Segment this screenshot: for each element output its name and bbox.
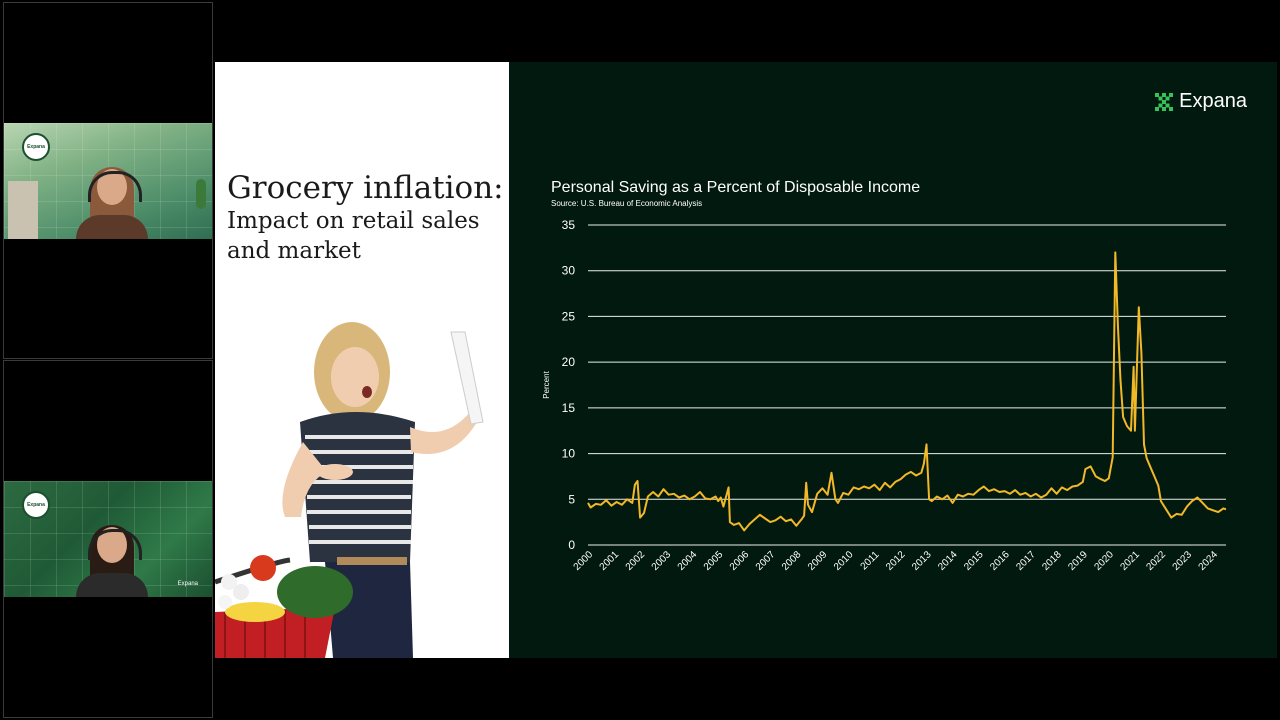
x-tick-label: 2005 — [702, 549, 726, 573]
x-tick-label: 2002 — [624, 549, 648, 573]
x-tick-label: 2003 — [650, 549, 674, 573]
x-tick-label: 2024 — [1197, 549, 1221, 573]
expana-logo: Expana — [1155, 90, 1247, 113]
slide-title-sub-1: Impact on retail sales — [227, 208, 480, 234]
slide-title-sub-2: and market — [227, 238, 361, 264]
x-tick-label: 2021 — [1118, 549, 1142, 573]
participant-video-2[interactable]: Expana Expana — [4, 481, 212, 597]
y-tick-label: 0 — [568, 538, 575, 552]
slide-title: Grocery inflation: Impact on retail sale… — [227, 170, 507, 266]
x-tick-label: 2000 — [572, 549, 596, 573]
x-tick-label: 2019 — [1066, 549, 1090, 573]
x-tick-label: 2014 — [936, 549, 960, 573]
expana-logo-icon — [1155, 92, 1174, 111]
participant-tile-1[interactable]: Expana — [3, 2, 213, 359]
x-tick-label: 2012 — [884, 549, 908, 573]
slide-chart-panel: Expana Personal Saving as a Percent of D… — [509, 62, 1277, 658]
chart-source: Source: U.S. Bureau of Economic Analysis — [551, 199, 703, 208]
x-tick-label: 2020 — [1092, 549, 1116, 573]
shared-slide: Grocery inflation: Impact on retail sale… — [215, 62, 1277, 658]
y-tick-label: 15 — [562, 401, 576, 415]
slide-left-panel: Grocery inflation: Impact on retail sale… — [215, 62, 509, 658]
x-tick-label: 2017 — [1014, 549, 1038, 573]
y-tick-label: 10 — [562, 447, 576, 461]
x-tick-label: 2018 — [1040, 549, 1064, 573]
x-tick-label: 2009 — [806, 549, 830, 573]
y-axis-label: Percent — [542, 370, 551, 398]
x-tick-label: 2016 — [988, 549, 1012, 573]
x-tick-label: 2008 — [780, 549, 804, 573]
x-tick-label: 2004 — [676, 549, 700, 573]
participant-video-1[interactable]: Expana — [4, 123, 212, 239]
shocked-shopper-illustration — [215, 322, 484, 658]
x-tick-label: 2015 — [962, 549, 986, 573]
x-tick-label: 2022 — [1145, 549, 1169, 573]
participant-person-1 — [70, 167, 154, 239]
y-tick-label: 20 — [562, 355, 576, 369]
x-tick-label: 2023 — [1171, 549, 1195, 573]
x-tick-label: 2010 — [832, 549, 856, 573]
y-tick-label: 35 — [562, 218, 576, 232]
expana-badge: Expana — [22, 491, 50, 519]
x-tick-label: 2006 — [728, 549, 752, 573]
participant-person-2 — [70, 525, 154, 597]
y-tick-label: 5 — [568, 492, 575, 506]
chart-title: Personal Saving as a Percent of Disposab… — [551, 179, 921, 196]
expana-logo-text: Expana — [1179, 90, 1247, 112]
x-tick-label: 2001 — [598, 549, 622, 573]
x-tick-label: 2007 — [754, 549, 778, 573]
plant — [196, 179, 206, 209]
expana-badge: Expana — [22, 133, 50, 161]
expana-brand-mini: Expana — [177, 581, 198, 587]
series-line-0 — [587, 251, 1227, 532]
y-tick-label: 30 — [562, 264, 576, 278]
slide-title-main: Grocery inflation: — [227, 170, 504, 206]
x-tick-label: 2013 — [910, 549, 934, 573]
x-tick-label: 2011 — [859, 549, 882, 572]
bookshelf — [8, 181, 38, 239]
y-tick-label: 25 — [562, 309, 576, 323]
participant-tile-2[interactable]: Expana Expana — [3, 360, 213, 718]
